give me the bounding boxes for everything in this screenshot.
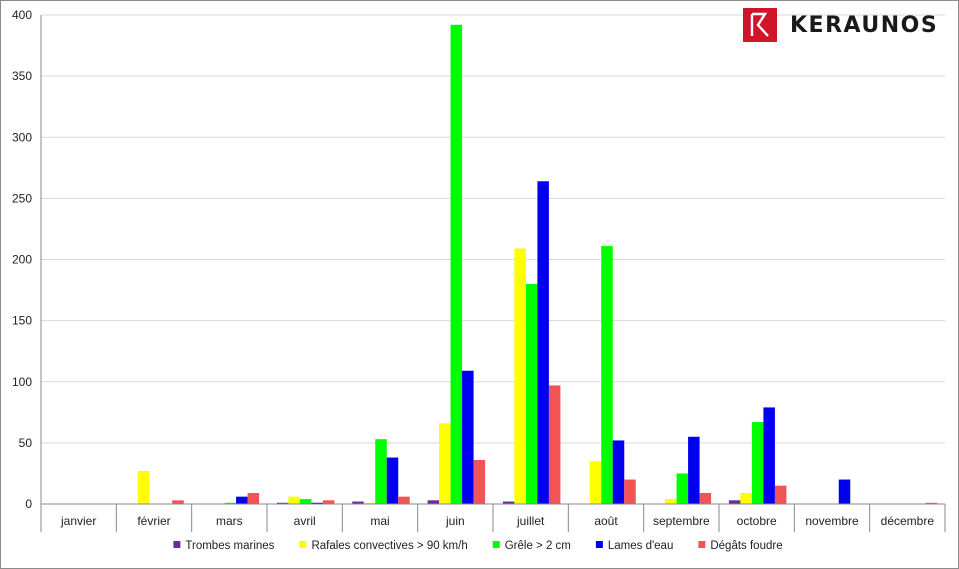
logo-mark-icon bbox=[743, 8, 777, 42]
legend-swatch bbox=[595, 541, 603, 548]
bar-rafales-convectives-90-km-h bbox=[665, 499, 677, 504]
bar-lames-d-eau bbox=[612, 440, 625, 504]
legend-swatch bbox=[698, 541, 706, 548]
logo-wordmark: KERAUNOS bbox=[790, 12, 939, 38]
legend-item: Dégâts foudre bbox=[698, 540, 783, 552]
bar-d-g-ts-foudre bbox=[624, 479, 636, 504]
bar-gr-le-2-cm bbox=[751, 422, 764, 504]
bar-d-g-ts-foudre bbox=[699, 492, 712, 504]
y-tick-label: 0 bbox=[25, 497, 32, 511]
x-tick-label: juin bbox=[445, 514, 465, 528]
bar-rafales-convectives-90-km-h bbox=[137, 470, 150, 504]
x-tick-label: octobre bbox=[737, 514, 777, 528]
bar-lames-d-eau bbox=[386, 457, 399, 504]
y-tick-label: 200 bbox=[12, 253, 32, 267]
bar-lames-d-eau bbox=[236, 496, 248, 504]
bar-d-g-ts-foudre bbox=[925, 502, 938, 504]
x-tick-label: septembre bbox=[653, 514, 710, 528]
x-tick-label: novembre bbox=[805, 514, 859, 528]
bar-gr-le-2-cm bbox=[601, 246, 613, 505]
bar-lames-d-eau bbox=[838, 479, 851, 504]
legend-label: Grêle > 2 cm bbox=[505, 540, 571, 552]
legend-swatch bbox=[492, 541, 500, 548]
bar-lames-d-eau bbox=[688, 436, 700, 504]
x-tick-label: décembre bbox=[881, 514, 935, 528]
legend-label: Lames d'eau bbox=[608, 540, 674, 552]
legend-item: Grêle > 2 cm bbox=[492, 540, 571, 552]
bar-lames-d-eau bbox=[311, 502, 323, 504]
bar-d-g-ts-foudre bbox=[172, 500, 184, 504]
x-tick-label: mars bbox=[216, 514, 243, 528]
bar-gr-le-2-cm bbox=[525, 283, 538, 504]
bar-lames-d-eau bbox=[462, 370, 474, 504]
x-tick-label: août bbox=[594, 514, 618, 528]
y-tick-label: 150 bbox=[12, 314, 32, 328]
legend-item: Rafales convectives > 90 km/h bbox=[299, 540, 468, 552]
x-tick-label: mai bbox=[370, 514, 389, 528]
y-tick-label: 300 bbox=[12, 130, 32, 144]
legend-item: Trombes marines bbox=[173, 540, 275, 552]
bar-rafales-convectives-90-km-h bbox=[514, 248, 526, 504]
bar-gr-le-2-cm bbox=[299, 499, 312, 504]
bar-d-g-ts-foudre bbox=[774, 485, 787, 504]
x-tick-label: février bbox=[137, 514, 170, 528]
x-tick-label: avril bbox=[294, 514, 316, 528]
legend-label: Trombes marines bbox=[185, 540, 274, 552]
legend-swatch bbox=[173, 541, 181, 548]
x-tick-label: janvier bbox=[60, 514, 96, 528]
bar-d-g-ts-foudre bbox=[322, 500, 335, 504]
legend-label: Rafales convectives > 90 km/h bbox=[311, 540, 467, 552]
legend-swatch bbox=[299, 541, 307, 548]
bar-rafales-convectives-90-km-h bbox=[288, 496, 300, 504]
bar-gr-le-2-cm bbox=[450, 24, 463, 505]
bar-lames-d-eau bbox=[537, 181, 549, 504]
bar-trombes-marines bbox=[427, 500, 440, 504]
bar-d-g-ts-foudre bbox=[247, 492, 260, 504]
bar-rafales-convectives-90-km-h bbox=[740, 492, 752, 504]
y-tick-label: 50 bbox=[19, 436, 33, 450]
bar-rafales-convectives-90-km-h bbox=[439, 423, 451, 504]
bar-gr-le-2-cm bbox=[676, 473, 689, 504]
legend-item: Lames d'eau bbox=[595, 540, 674, 552]
bar-d-g-ts-foudre bbox=[398, 496, 410, 504]
bar-trombes-marines bbox=[502, 501, 515, 504]
bar-gr-le-2-cm bbox=[375, 439, 387, 504]
bar-lames-d-eau bbox=[763, 407, 775, 504]
legend-label: Dégâts foudre bbox=[710, 540, 782, 552]
bar-gr-le-2-cm bbox=[224, 502, 237, 504]
keraunos-logo: KERAUNOS bbox=[743, 7, 938, 43]
bar-trombes-marines bbox=[728, 500, 741, 504]
y-tick-label: 100 bbox=[12, 375, 32, 389]
bar-d-g-ts-foudre bbox=[548, 385, 561, 504]
y-tick-label: 250 bbox=[12, 191, 32, 205]
bar-rafales-convectives-90-km-h bbox=[589, 461, 602, 504]
y-tick-label: 350 bbox=[12, 69, 32, 83]
x-tick-label: juillet bbox=[516, 514, 545, 528]
bar-trombes-marines bbox=[276, 502, 289, 504]
bar-trombes-marines bbox=[352, 501, 364, 504]
bar-d-g-ts-foudre bbox=[473, 459, 486, 504]
y-tick-label: 400 bbox=[12, 8, 32, 22]
bar-rafales-convectives-90-km-h bbox=[363, 502, 376, 504]
